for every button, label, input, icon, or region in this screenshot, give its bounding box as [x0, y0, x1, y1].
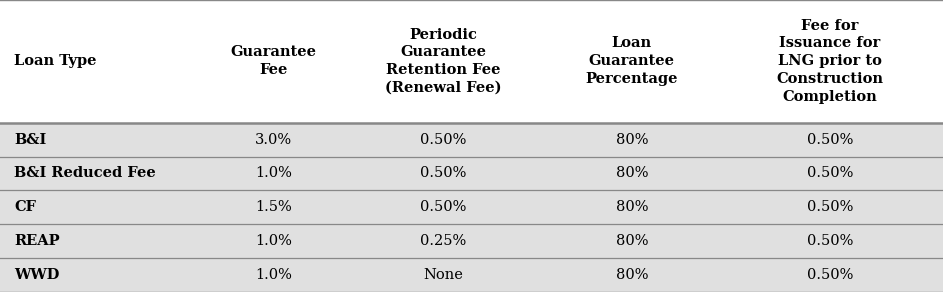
- Text: 0.50%: 0.50%: [806, 166, 853, 180]
- Text: 0.50%: 0.50%: [806, 200, 853, 214]
- Bar: [0, 258, 943, 292]
- Text: Guarantee
Fee: Guarantee Fee: [230, 45, 317, 77]
- Text: Loan
Guarantee
Percentage: Loan Guarantee Percentage: [586, 36, 678, 86]
- Text: 80%: 80%: [616, 268, 648, 282]
- Bar: [0, 123, 943, 157]
- Text: Periodic
Guarantee
Retention Fee
(Renewal Fee): Periodic Guarantee Retention Fee (Renewa…: [385, 27, 502, 95]
- Text: CF: CF: [14, 200, 36, 214]
- Text: 0.50%: 0.50%: [420, 200, 467, 214]
- Text: 3.0%: 3.0%: [255, 133, 292, 147]
- Text: 80%: 80%: [616, 166, 648, 180]
- Text: Loan Type: Loan Type: [14, 54, 96, 68]
- Bar: [0, 157, 943, 190]
- Bar: [0, 224, 943, 258]
- Text: 0.50%: 0.50%: [806, 133, 853, 147]
- Bar: [0, 0, 943, 123]
- Text: 1.0%: 1.0%: [255, 166, 292, 180]
- Text: B&I: B&I: [14, 133, 46, 147]
- Text: 80%: 80%: [616, 133, 648, 147]
- Text: Fee for
Issuance for
LNG prior to
Construction
Completion: Fee for Issuance for LNG prior to Constr…: [776, 19, 884, 104]
- Text: 0.25%: 0.25%: [420, 234, 467, 248]
- Text: REAP: REAP: [14, 234, 59, 248]
- Text: 1.5%: 1.5%: [256, 200, 291, 214]
- Text: 80%: 80%: [616, 234, 648, 248]
- Text: 0.50%: 0.50%: [806, 234, 853, 248]
- Text: 0.50%: 0.50%: [420, 166, 467, 180]
- Text: B&I Reduced Fee: B&I Reduced Fee: [14, 166, 156, 180]
- Text: None: None: [423, 268, 463, 282]
- Text: 0.50%: 0.50%: [806, 268, 853, 282]
- Text: 80%: 80%: [616, 200, 648, 214]
- Text: 1.0%: 1.0%: [255, 268, 292, 282]
- Text: 0.50%: 0.50%: [420, 133, 467, 147]
- Text: 1.0%: 1.0%: [255, 234, 292, 248]
- Text: WWD: WWD: [14, 268, 59, 282]
- Bar: [0, 190, 943, 224]
